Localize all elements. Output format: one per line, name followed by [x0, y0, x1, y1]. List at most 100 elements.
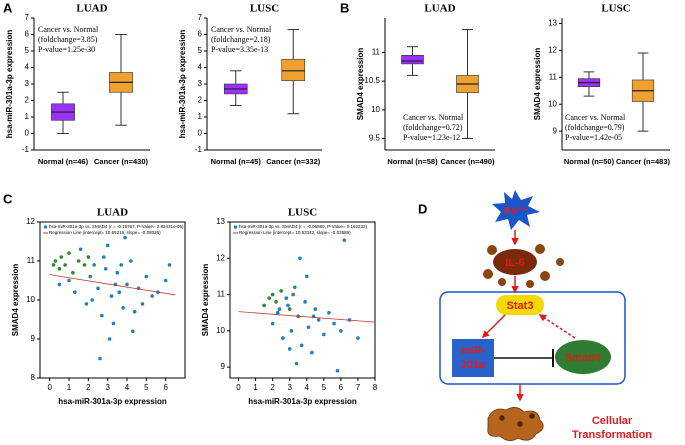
y-tick-label: 3 [198, 79, 203, 88]
point [140, 302, 145, 306]
y-tick-label: 10 [548, 99, 557, 108]
x-tick-label: 2 [86, 383, 91, 392]
point [339, 329, 343, 333]
point [73, 290, 77, 295]
legend-label: hsa-miR-301a-3p vs. SMAD4 (r = -0.19767,… [49, 224, 184, 229]
cells [487, 407, 544, 441]
y-tick-label: 11 [549, 72, 558, 81]
point [144, 274, 149, 279]
annotation: (foldchange=0.72) [403, 123, 463, 132]
y-tick-label: 7 [198, 13, 203, 22]
y-tick-label: -1 [22, 145, 30, 154]
y-tick-label: 2 [198, 96, 203, 105]
point [92, 263, 96, 267]
y-tick-label: 13 [216, 217, 225, 226]
point [310, 350, 314, 355]
particles [483, 244, 564, 288]
point [86, 255, 91, 259]
node-label: miR- [461, 345, 486, 357]
point [277, 307, 282, 311]
point [270, 321, 275, 326]
y-tick-label: 11 [217, 290, 226, 299]
point [267, 296, 272, 300]
chart-title: LUAD [76, 3, 107, 15]
x-tick-label: Cancer (n=430) [94, 157, 148, 166]
point [76, 259, 81, 263]
point [304, 274, 309, 279]
legend-swatch [234, 225, 237, 229]
point [119, 263, 123, 267]
plot-frame [229, 221, 376, 379]
star [492, 190, 540, 230]
x-tick-label: 4 [125, 383, 130, 392]
y-tick-label: 2 [25, 96, 30, 105]
y-axis-label: SMAD4 expression [533, 48, 542, 121]
chart-title: LUAD [97, 207, 128, 219]
point [117, 290, 122, 295]
y-tick-label: 10 [371, 105, 380, 114]
point [293, 285, 297, 290]
y-tick-label: 4 [25, 63, 30, 72]
panel-label: D [418, 201, 427, 216]
point [287, 307, 292, 311]
annotation: Cancer vs. Normal [565, 113, 626, 122]
point [59, 255, 64, 259]
point [332, 321, 336, 326]
point [298, 256, 302, 261]
point [313, 307, 318, 311]
y-tick-label: 9.5 [369, 134, 381, 143]
node-label: Smad4 [565, 352, 602, 364]
y-tick-label: 6 [198, 30, 203, 39]
annotation: Cancer vs. Normal [38, 25, 99, 34]
x-tick-label: Normal (n=58) [387, 157, 438, 166]
annotation: P-value=1.42e-05 [565, 133, 622, 142]
point [84, 302, 89, 306]
point [111, 321, 116, 326]
x-tick-label: 3 [287, 383, 292, 392]
node-label: Stat3 [507, 300, 534, 312]
chart-title: LUAD [424, 3, 455, 15]
cell-box [439, 291, 626, 385]
panel-label: A [3, 0, 13, 15]
y-tick-label: 7 [25, 13, 30, 22]
point [150, 294, 154, 298]
annotation: (foldchange=0.79) [565, 123, 625, 132]
caption: Transformation [572, 429, 652, 441]
point [132, 309, 137, 314]
point [125, 282, 129, 287]
annotation: P-value=1.23e-12 [403, 133, 460, 142]
box [281, 58, 306, 82]
panel-label: B [340, 0, 349, 15]
point [274, 300, 278, 304]
y-tick-label: 9 [221, 362, 226, 371]
point [105, 243, 110, 248]
point [109, 294, 114, 298]
smad4-node [555, 340, 611, 374]
y-tick-label: 5 [25, 46, 30, 55]
point [279, 289, 283, 293]
x-tick-label: 1 [67, 383, 72, 392]
point [96, 286, 100, 291]
chart-title: LUSC [288, 207, 317, 219]
y-axis-label: SMAD4 expression [356, 48, 365, 121]
y-tick-label: 0 [25, 129, 30, 138]
x-tick-label: Cancer (n=483) [616, 157, 670, 166]
x-tick-label: Normal (n=45) [211, 157, 262, 166]
point [262, 303, 266, 308]
y-tick-label: 12 [26, 217, 35, 226]
x-axis-label: hsa-miR-301a-3p expression [58, 397, 167, 406]
y-tick-label: -1 [195, 145, 203, 154]
annotation: P-value=1.25e-30 [38, 45, 95, 54]
annotation: (foldchange=2.18) [211, 35, 271, 44]
point [63, 263, 67, 267]
legend-label: Regression Line (intercept= 10.53342, sl… [239, 230, 351, 235]
x-tick-label: 6 [339, 383, 344, 392]
point [286, 303, 290, 308]
point [82, 263, 87, 267]
y-tick-label: 1 [25, 112, 30, 121]
panel-label: C [3, 191, 13, 206]
annotation: (foldchange=3.85) [38, 35, 98, 44]
y-tick-label: 6 [25, 30, 30, 39]
point [57, 267, 62, 271]
y-tick-label: 10 [26, 295, 35, 304]
